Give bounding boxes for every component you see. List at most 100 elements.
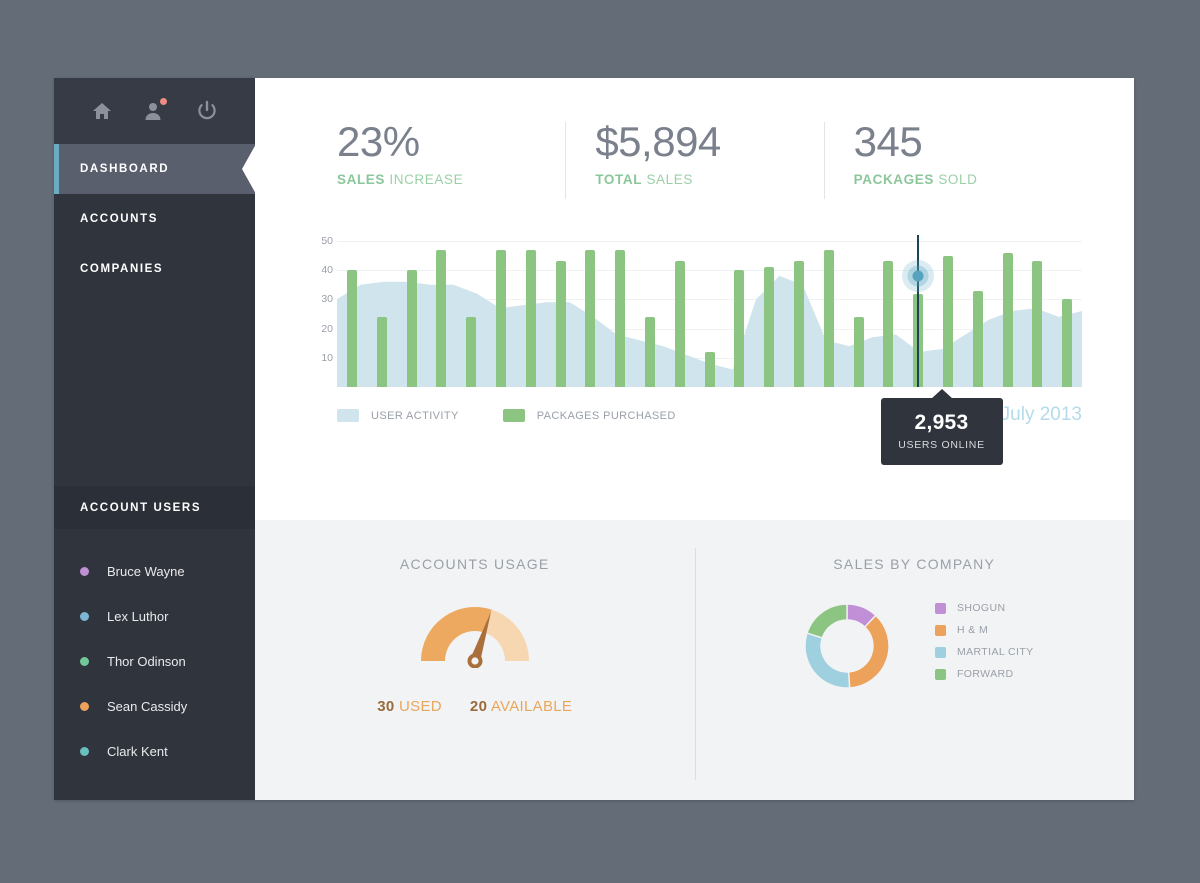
chart-bar[interactable] bbox=[376, 316, 387, 388]
chart-bar[interactable] bbox=[466, 316, 477, 388]
panel-title: ACCOUNTS USAGE bbox=[399, 556, 550, 572]
legend-item-shogun[interactable]: SHOGUN bbox=[934, 602, 1034, 614]
gridline bbox=[337, 299, 1082, 301]
status-dot bbox=[80, 747, 89, 756]
sidebar: DASHBOARD ACCOUNTS COMPANIES ACCOUNT USE… bbox=[54, 78, 256, 800]
kpi-value: $5,894 bbox=[595, 118, 721, 165]
sidebar-item-companies[interactable]: COMPANIES bbox=[54, 244, 255, 294]
chart-bar[interactable] bbox=[704, 352, 715, 388]
chart-bar[interactable] bbox=[764, 267, 775, 388]
chart-bar[interactable] bbox=[1062, 299, 1073, 388]
kpi-label: SALES INCREASE bbox=[337, 172, 535, 187]
chart-bar[interactable] bbox=[615, 249, 626, 388]
chart-bar[interactable] bbox=[555, 261, 566, 388]
chart-bar[interactable] bbox=[942, 255, 953, 388]
user-name: Sean Cassidy bbox=[107, 699, 188, 714]
legend-label: SHOGUN bbox=[956, 602, 1006, 614]
chart-bar[interactable] bbox=[853, 316, 864, 388]
legend-swatch bbox=[934, 624, 946, 636]
chart-bar[interactable] bbox=[674, 261, 685, 388]
tooltip-label: USERS ONLINE bbox=[898, 439, 985, 452]
y-axis-tick: 50 bbox=[321, 234, 333, 247]
list-item[interactable]: Clark Kent bbox=[54, 729, 255, 774]
dashboard-app: DASHBOARD ACCOUNTS COMPANIES ACCOUNT USE… bbox=[54, 78, 1134, 800]
legend-swatch bbox=[337, 409, 359, 423]
donut-segment[interactable] bbox=[847, 614, 890, 689]
panel-title: SALES BY COMPANY bbox=[833, 556, 996, 572]
chart-bar[interactable] bbox=[793, 261, 804, 388]
chart-marker-dot[interactable] bbox=[912, 270, 924, 282]
active-accent-bar bbox=[54, 144, 59, 194]
legend-swatch bbox=[502, 409, 525, 423]
chart-bar[interactable] bbox=[495, 249, 506, 388]
list-item[interactable]: Bruce Wayne bbox=[54, 549, 255, 594]
legend-item-hm[interactable]: H & M bbox=[934, 624, 1034, 636]
user-icon[interactable] bbox=[139, 96, 169, 126]
notification-badge bbox=[160, 98, 168, 105]
sidebar-icon-bar bbox=[54, 78, 255, 144]
chart-bar[interactable] bbox=[972, 290, 983, 388]
kpi-sales-increase: 23% SALES INCREASE bbox=[307, 119, 565, 217]
power-icon[interactable] bbox=[192, 96, 222, 126]
bottom-panels: ACCOUNTS USAGE 30 U bbox=[255, 520, 1134, 800]
kpi-label-bold: TOTAL bbox=[595, 172, 643, 188]
chart-bar[interactable] bbox=[406, 270, 417, 388]
chart-bar[interactable] bbox=[1032, 261, 1043, 388]
chart-bar[interactable] bbox=[734, 270, 745, 388]
chart-period-label: July 2013 bbox=[1000, 404, 1082, 426]
accounts-usage-panel: ACCOUNTS USAGE 30 U bbox=[255, 520, 695, 800]
sidebar-item-label: ACCOUNTS bbox=[80, 213, 158, 225]
chart-bar[interactable] bbox=[883, 261, 894, 388]
kpi-label-bold: PACKAGES bbox=[853, 172, 934, 188]
y-axis-tick: 20 bbox=[321, 322, 333, 335]
tooltip-arrow bbox=[930, 389, 953, 400]
active-notch bbox=[242, 144, 256, 194]
chart-bar[interactable] bbox=[585, 249, 596, 388]
user-name: Thor Odinson bbox=[107, 654, 186, 669]
sales-donut-chart[interactable] bbox=[795, 594, 899, 698]
kpi-packages-sold: 345 PACKAGES SOLD bbox=[823, 118, 1082, 217]
home-icon[interactable] bbox=[87, 96, 117, 126]
status-dot bbox=[80, 567, 89, 576]
chart-bar[interactable] bbox=[644, 316, 655, 388]
status-dot bbox=[80, 702, 89, 711]
legend-item-martial-city[interactable]: MARTIAL CITY bbox=[934, 646, 1034, 658]
chart-bar[interactable] bbox=[346, 270, 357, 388]
user-name: Bruce Wayne bbox=[107, 564, 185, 579]
home-icon-glyph bbox=[93, 103, 112, 119]
legend-label: H & M bbox=[956, 624, 989, 636]
kpi-label-rest: SOLD bbox=[938, 172, 978, 188]
chart-marker-line bbox=[917, 235, 919, 388]
legend-swatch bbox=[934, 668, 946, 680]
sidebar-item-dashboard[interactable]: DASHBOARD bbox=[54, 144, 256, 194]
list-item[interactable]: Thor Odinson bbox=[54, 639, 255, 684]
list-item[interactable]: Lex Luthor bbox=[54, 594, 255, 639]
chart-bar[interactable] bbox=[1002, 252, 1013, 388]
legend-item-forward[interactable]: FORWARD bbox=[934, 668, 1034, 680]
kpi-row: 23% SALES INCREASE $5,894 TOTAL SALES 34… bbox=[255, 78, 1134, 217]
sales-by-company-panel: SALES BY COMPANY SHOGUN H & M bbox=[695, 520, 1135, 800]
usage-labels: 30 USED 20 AVAILABLE bbox=[377, 698, 572, 715]
chart-bar[interactable] bbox=[525, 249, 536, 388]
sidebar-nav: DASHBOARD ACCOUNTS COMPANIES bbox=[54, 144, 256, 294]
donut-row: SHOGUN H & M MARTIAL CITY FORWARD bbox=[795, 594, 1034, 698]
sidebar-item-accounts[interactable]: ACCOUNTS bbox=[54, 194, 255, 244]
legend-item-packages-purchased[interactable]: PACKAGES PURCHASED bbox=[502, 409, 676, 423]
usage-available-label: AVAILABLE bbox=[490, 698, 573, 715]
kpi-value: 345 bbox=[853, 118, 923, 165]
y-axis-tick: 10 bbox=[321, 351, 333, 364]
activity-chart: 10 20 30 40 50 USER ACTIVITY bbox=[307, 235, 1082, 520]
chart-plot-area[interactable]: 10 20 30 40 50 bbox=[321, 235, 1082, 388]
chart-bar[interactable] bbox=[436, 249, 447, 388]
legend-label: PACKAGES PURCHASED bbox=[536, 409, 676, 422]
packages-purchased-bars bbox=[337, 235, 1082, 388]
legend-label: FORWARD bbox=[956, 668, 1014, 680]
chart-bar[interactable] bbox=[823, 249, 834, 388]
legend-item-user-activity[interactable]: USER ACTIVITY bbox=[337, 409, 459, 423]
gridline bbox=[337, 328, 1082, 330]
donut-segment[interactable] bbox=[806, 603, 848, 639]
list-item[interactable]: Sean Cassidy bbox=[54, 684, 255, 729]
donut-segment[interactable] bbox=[804, 632, 851, 689]
account-users-list: Bruce Wayne Lex Luthor Thor Odinson Sean… bbox=[54, 529, 255, 800]
usage-used-label: USED bbox=[399, 698, 442, 715]
